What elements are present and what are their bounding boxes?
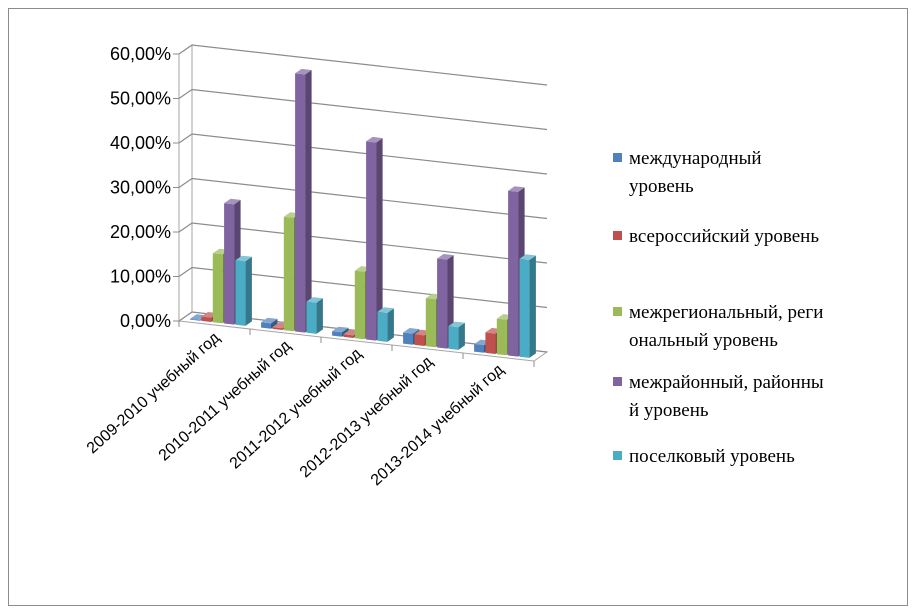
x-tick-label: 2012-2013 учебный год [297,353,437,481]
legend-label: межрайонный, районны [629,372,824,393]
bar [519,254,536,358]
y-tick-label: 0,00% [120,311,171,331]
bar-front [377,311,388,342]
bar [295,68,312,333]
bar-front [425,298,436,348]
bar-front [508,190,519,357]
y-tick-label: 60,00% [110,44,171,64]
bar-top [332,326,349,333]
bar-top [235,255,252,262]
bar-top [403,328,420,334]
bar-top [448,321,465,328]
bar [366,136,383,341]
legend-label: уровень [629,176,694,197]
x-tick-label: 2013-2014 учебный год [368,361,508,489]
y-tick-label: 50,00% [110,89,171,109]
bar-front [224,203,235,325]
bar-side [529,255,536,358]
bar-front [448,326,459,350]
x-tick-label: 2011-2012 учебный год [227,345,366,473]
legend-entry: межрайонный, районны й уровень [613,372,824,421]
bar-front [403,332,413,345]
bar-side [316,298,323,334]
y-axis-tick-labels: 0,00% 10,00% 20,00% 30,00% 40,00% 50,00% 60,00… [110,44,171,331]
gridline [178,222,548,264]
legend-entry: межрегиональный, реги ональный уровень [613,302,823,351]
x-tick-label: 2009-2010 учебный год [84,329,224,457]
bar [377,307,394,342]
bar-front [437,258,448,349]
legend-swatch [613,307,622,316]
bar-front [190,318,200,321]
legend: международный уровень всероссийский уровен… [613,148,824,467]
bar [448,321,465,350]
y-tick-label: 20,00% [110,222,171,242]
bar-front [283,216,294,332]
bar-chart-3d: 0,00% 10,00% 20,00% 30,00% 40,00% 50,00% 60,00… [84,44,824,489]
bar-front [414,334,425,346]
legend-swatch [613,377,622,386]
bar-top [261,317,278,324]
legend-label: межрегиональный, реги [629,302,823,323]
bar-front [332,331,342,337]
x-tick-label: 2010-2011 учебный год [156,337,295,465]
legend-swatch [613,231,622,240]
legend-label: й уровень [629,400,709,421]
bar-side [305,70,312,333]
bar-side [271,318,278,329]
bar-front [366,141,377,341]
bar [235,255,252,326]
bar-front [272,327,283,330]
chart-area: 0,00% 10,00% 20,00% 30,00% 40,00% 50,00% 60,00… [8,8,908,606]
legend-entry: международный уровень [613,148,762,197]
legend-label: ональный уровень [629,330,778,351]
gridline [178,133,548,175]
bar-top [190,314,207,320]
gridline [178,88,548,131]
bar-side [376,138,383,341]
gridline [178,44,548,86]
bar-front [261,322,271,329]
bar-top [508,186,525,192]
bar-top [224,198,241,205]
bar-front [519,258,530,358]
y-tick-label: 30,00% [110,178,171,198]
bar-front [485,332,496,354]
bar [261,317,278,329]
bar-front [496,318,507,356]
bar-top [377,307,394,313]
bar-front [354,270,365,340]
gridline [178,177,548,220]
legend-entry: поселковый уровень [613,446,795,467]
bar-front [212,253,223,324]
gridline [178,266,548,309]
bar-top [306,297,323,303]
bar-top [295,68,312,75]
y-tick-label: 10,00% [110,267,171,287]
bar-front [295,73,306,333]
bar-front [474,344,484,353]
legend-label: поселковый уровень [629,446,795,467]
bar-side [458,322,465,350]
bar-top [519,254,536,260]
bar-front [235,260,246,326]
bar-side [387,308,394,342]
legend-swatch [613,153,622,162]
legend-label: всероссийский уровень [629,226,819,247]
bar-top [366,136,383,143]
bar-front [201,316,212,322]
legend-swatch [613,451,622,460]
bar-front [306,301,317,334]
bar-side [245,256,252,326]
bar-front [343,334,354,338]
bar [437,254,454,349]
legend-entry: всероссийский уровень [613,226,819,247]
bars [190,68,536,358]
legend-label: международный [629,148,762,169]
y-tick-label: 40,00% [110,133,171,153]
bar-top [437,254,454,260]
bar [306,297,323,334]
